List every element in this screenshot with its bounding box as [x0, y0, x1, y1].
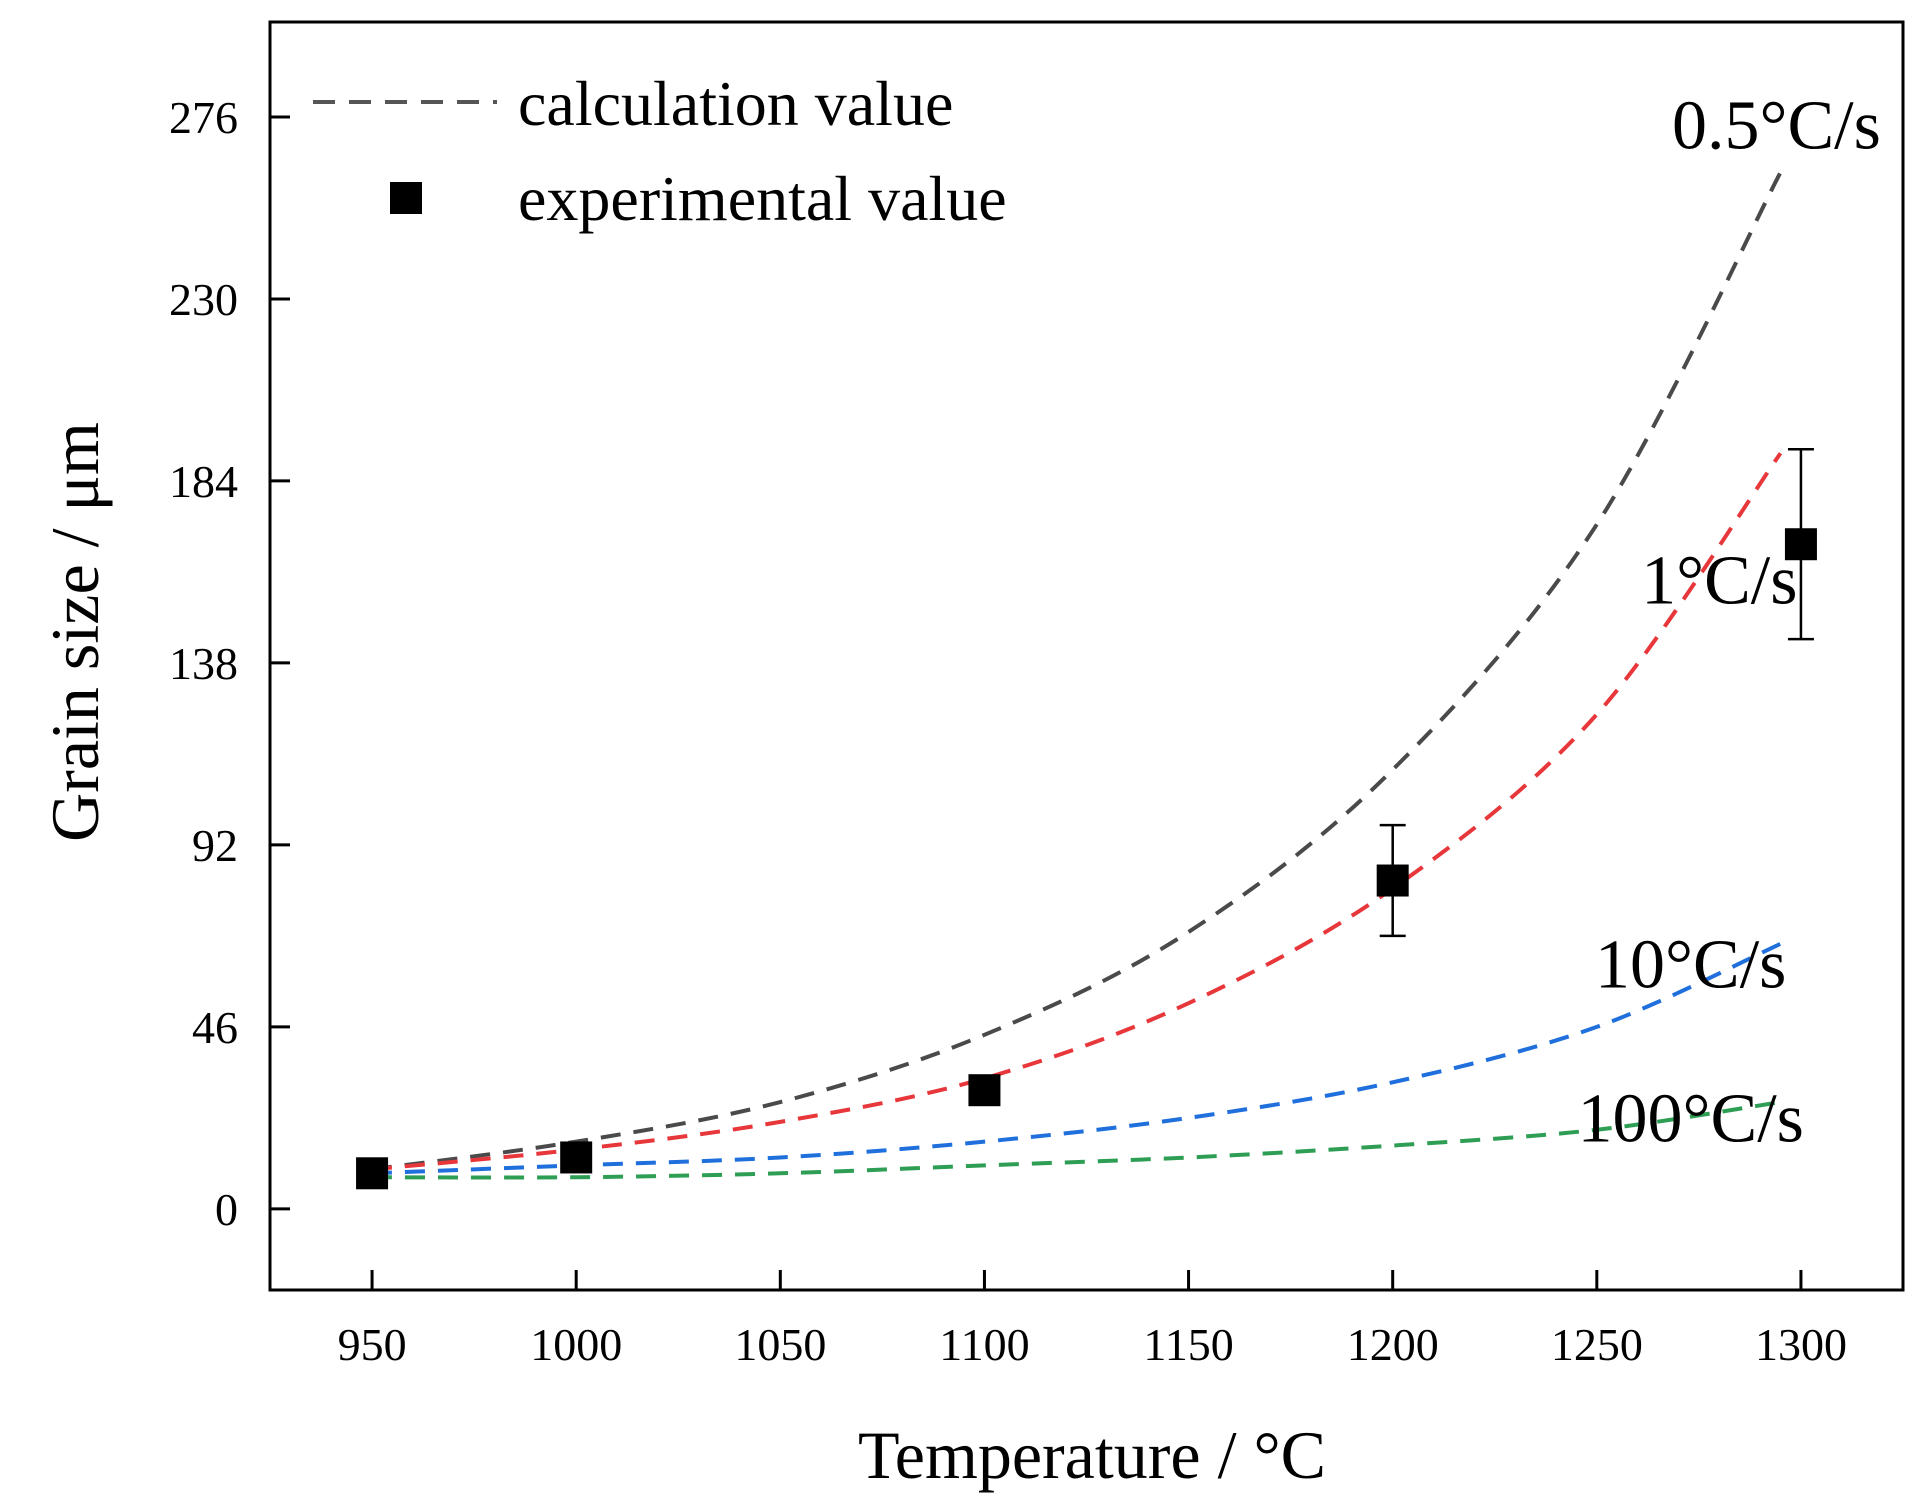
x-tick-label: 1250 [1551, 1319, 1643, 1370]
y-tick-label: 138 [169, 638, 238, 689]
y-tick-label: 46 [192, 1002, 238, 1053]
rate-annotations: 0.5°C/s 1°C/s 10°C/s 100°C/s [1578, 88, 1881, 1158]
legend-square-icon [390, 182, 422, 214]
rate-label: 10°C/s [1595, 926, 1786, 1003]
legend: calculation value experimental value [313, 68, 1007, 234]
y-tick-label: 0 [215, 1184, 238, 1235]
series-line-05Cs [371, 171, 1783, 1172]
series-line-1Cs [371, 452, 1783, 1172]
rate-label: 100°C/s [1578, 1081, 1804, 1158]
experimental-point [1376, 864, 1409, 897]
ticks: 950 1000 1050 1100 1150 1200 1250 1300 0 46 92 138 1… [169, 92, 1847, 1370]
y-tick-label: 230 [169, 274, 238, 325]
experimental-point [560, 1141, 593, 1174]
legend-label-calculation: calculation value [518, 68, 953, 139]
x-tick-label: 950 [338, 1319, 407, 1370]
rate-label: 0.5°C/s [1672, 88, 1881, 165]
y-tick-label: 276 [169, 92, 238, 143]
x-tick-label: 1300 [1755, 1319, 1847, 1370]
experimental-point [1784, 528, 1817, 561]
y-tick-label: 92 [192, 820, 238, 871]
series-group [371, 171, 1783, 1180]
x-tick-label: 1000 [530, 1319, 622, 1370]
plot-frame [268, 20, 1905, 1292]
x-tick-label: 1050 [734, 1319, 826, 1370]
x-axis-title: Temperature / °C [858, 1417, 1326, 1493]
x-tick-label: 1100 [939, 1319, 1029, 1370]
y-tick-label: 184 [169, 456, 238, 507]
experimental-point [968, 1074, 1001, 1107]
legend-label-experimental: experimental value [518, 163, 1007, 234]
x-tick-label: 1200 [1347, 1319, 1439, 1370]
x-tick-label: 1150 [1143, 1319, 1233, 1370]
experimental-points [356, 448, 1817, 1190]
y-axis-title: Grain size / μm [37, 422, 113, 842]
rate-label: 1°C/s [1641, 543, 1797, 620]
experimental-point [356, 1157, 389, 1190]
series-line-100Cs [372, 1100, 1781, 1180]
